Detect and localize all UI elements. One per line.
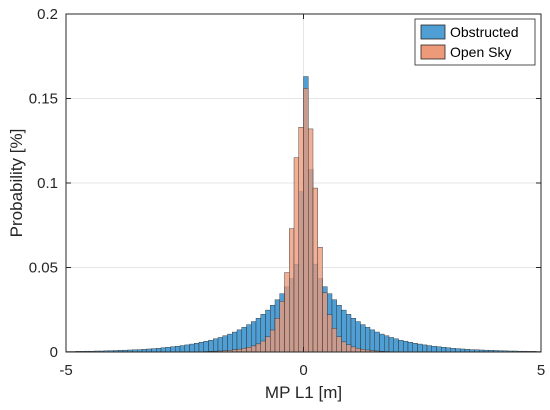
x-tick-label: 0 (299, 362, 307, 379)
bar-obstructed (445, 347, 451, 353)
x-tick-labels: -5 0 5 (59, 362, 545, 379)
bar-open-sky (274, 318, 280, 353)
bar-obstructed (393, 338, 399, 353)
axis-ticks (65, 13, 542, 353)
y-tick-label: 0.15 (29, 91, 58, 108)
bar-obstructed (208, 339, 214, 353)
bar-open-sky (255, 343, 261, 353)
bar-open-sky (327, 314, 333, 353)
bar-obstructed (441, 347, 447, 353)
bar-obstructed (360, 324, 366, 353)
legend-swatch-obstructed (420, 24, 446, 40)
bar-obstructed (179, 345, 185, 353)
bar-open-sky (251, 345, 257, 353)
bar-open-sky (322, 292, 328, 353)
bar-obstructed (379, 333, 385, 353)
bar-open-sky (260, 340, 266, 353)
bar-obstructed (398, 339, 404, 353)
bar-open-sky (350, 346, 356, 353)
bar-open-sky (355, 348, 361, 353)
x-axis-label: MP L1 [m] (265, 383, 342, 402)
bar-obstructed (236, 329, 242, 353)
bar-obstructed (384, 335, 390, 353)
bar-open-sky (284, 272, 290, 353)
bar-obstructed (412, 343, 418, 353)
bar-obstructed (189, 343, 195, 353)
bar-obstructed (426, 345, 432, 353)
bar-obstructed (184, 344, 190, 353)
bar-obstructed (227, 333, 233, 353)
bar-open-sky (293, 157, 299, 353)
y-tick-label: 0.1 (37, 175, 58, 192)
bar-open-sky (317, 247, 323, 353)
bar-obstructed (170, 346, 176, 353)
bar-open-sky (289, 228, 295, 353)
bar-obstructed (151, 348, 157, 353)
bar-obstructed (455, 348, 461, 353)
y-tick-labels: 0 0.05 0.1 0.15 0.2 (29, 6, 58, 361)
bar-open-sky (331, 328, 337, 353)
x-tick-label: 5 (537, 362, 545, 379)
y-tick-label: 0 (50, 344, 58, 361)
bar-obstructed (431, 346, 437, 353)
bar-obstructed (369, 329, 375, 353)
bar-obstructed (417, 343, 423, 353)
bar-open-sky (346, 344, 352, 353)
bar-obstructed (194, 343, 200, 353)
legend-label-open-sky: Open Sky (450, 44, 511, 60)
bar-obstructed (374, 331, 380, 353)
bar-obstructed (450, 348, 456, 353)
bar-obstructed (213, 338, 219, 353)
bar-open-sky (279, 301, 285, 353)
bar-obstructed (403, 340, 409, 353)
bar-obstructed (232, 331, 238, 353)
y-tick-label: 0.2 (37, 6, 58, 23)
bar-obstructed (365, 327, 371, 353)
bar-open-sky (270, 329, 276, 353)
bar-open-sky (336, 336, 342, 353)
bar-open-sky (298, 127, 304, 353)
bar-obstructed (156, 348, 162, 353)
bar-open-sky (341, 341, 347, 353)
bar-obstructed (203, 340, 209, 353)
legend: Obstructed Open Sky (414, 18, 536, 66)
bar-obstructed (222, 335, 228, 353)
bar-obstructed (407, 341, 413, 353)
y-tick-label: 0.05 (29, 260, 58, 277)
bar-obstructed (160, 347, 166, 353)
bar-obstructed (422, 344, 428, 353)
bar-open-sky (303, 88, 309, 353)
y-axis-label: Probability [%] (7, 129, 26, 238)
bar-obstructed (355, 321, 361, 353)
bar-obstructed (175, 346, 181, 353)
legend-label-obstructed: Obstructed (450, 24, 518, 40)
bar-obstructed (388, 337, 394, 353)
bar-obstructed (165, 347, 171, 353)
bar-open-sky (308, 128, 314, 353)
series-open-sky-bars (184, 88, 409, 353)
bar-obstructed (436, 346, 442, 353)
legend-swatch-open-sky (420, 44, 446, 60)
bar-obstructed (198, 341, 204, 353)
bar-obstructed (217, 337, 223, 353)
bar-open-sky (312, 187, 318, 353)
bar-open-sky (241, 348, 247, 353)
x-tick-label: -5 (59, 362, 72, 379)
bar-open-sky (265, 336, 271, 353)
bar-open-sky (246, 347, 252, 353)
